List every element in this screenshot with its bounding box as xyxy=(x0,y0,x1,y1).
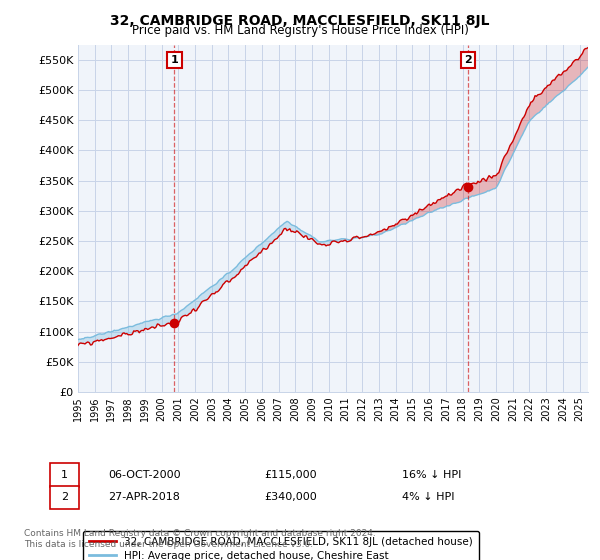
Legend: 32, CAMBRIDGE ROAD, MACCLESFIELD, SK11 8JL (detached house), HPI: Average price,: 32, CAMBRIDGE ROAD, MACCLESFIELD, SK11 8… xyxy=(83,531,479,560)
Text: 06-OCT-2000: 06-OCT-2000 xyxy=(108,470,181,480)
Text: 32, CAMBRIDGE ROAD, MACCLESFIELD, SK11 8JL: 32, CAMBRIDGE ROAD, MACCLESFIELD, SK11 8… xyxy=(110,14,490,28)
Text: 1: 1 xyxy=(61,470,68,480)
Text: 27-APR-2018: 27-APR-2018 xyxy=(108,492,180,502)
Text: 2: 2 xyxy=(464,55,472,65)
Text: 1: 1 xyxy=(170,55,178,65)
Text: 16% ↓ HPI: 16% ↓ HPI xyxy=(402,470,461,480)
Text: 2: 2 xyxy=(61,492,68,502)
Text: £115,000: £115,000 xyxy=(264,470,317,480)
Text: Contains HM Land Registry data © Crown copyright and database right 2024.
This d: Contains HM Land Registry data © Crown c… xyxy=(24,529,376,549)
Text: £340,000: £340,000 xyxy=(264,492,317,502)
Text: Price paid vs. HM Land Registry's House Price Index (HPI): Price paid vs. HM Land Registry's House … xyxy=(131,24,469,37)
Text: 4% ↓ HPI: 4% ↓ HPI xyxy=(402,492,455,502)
